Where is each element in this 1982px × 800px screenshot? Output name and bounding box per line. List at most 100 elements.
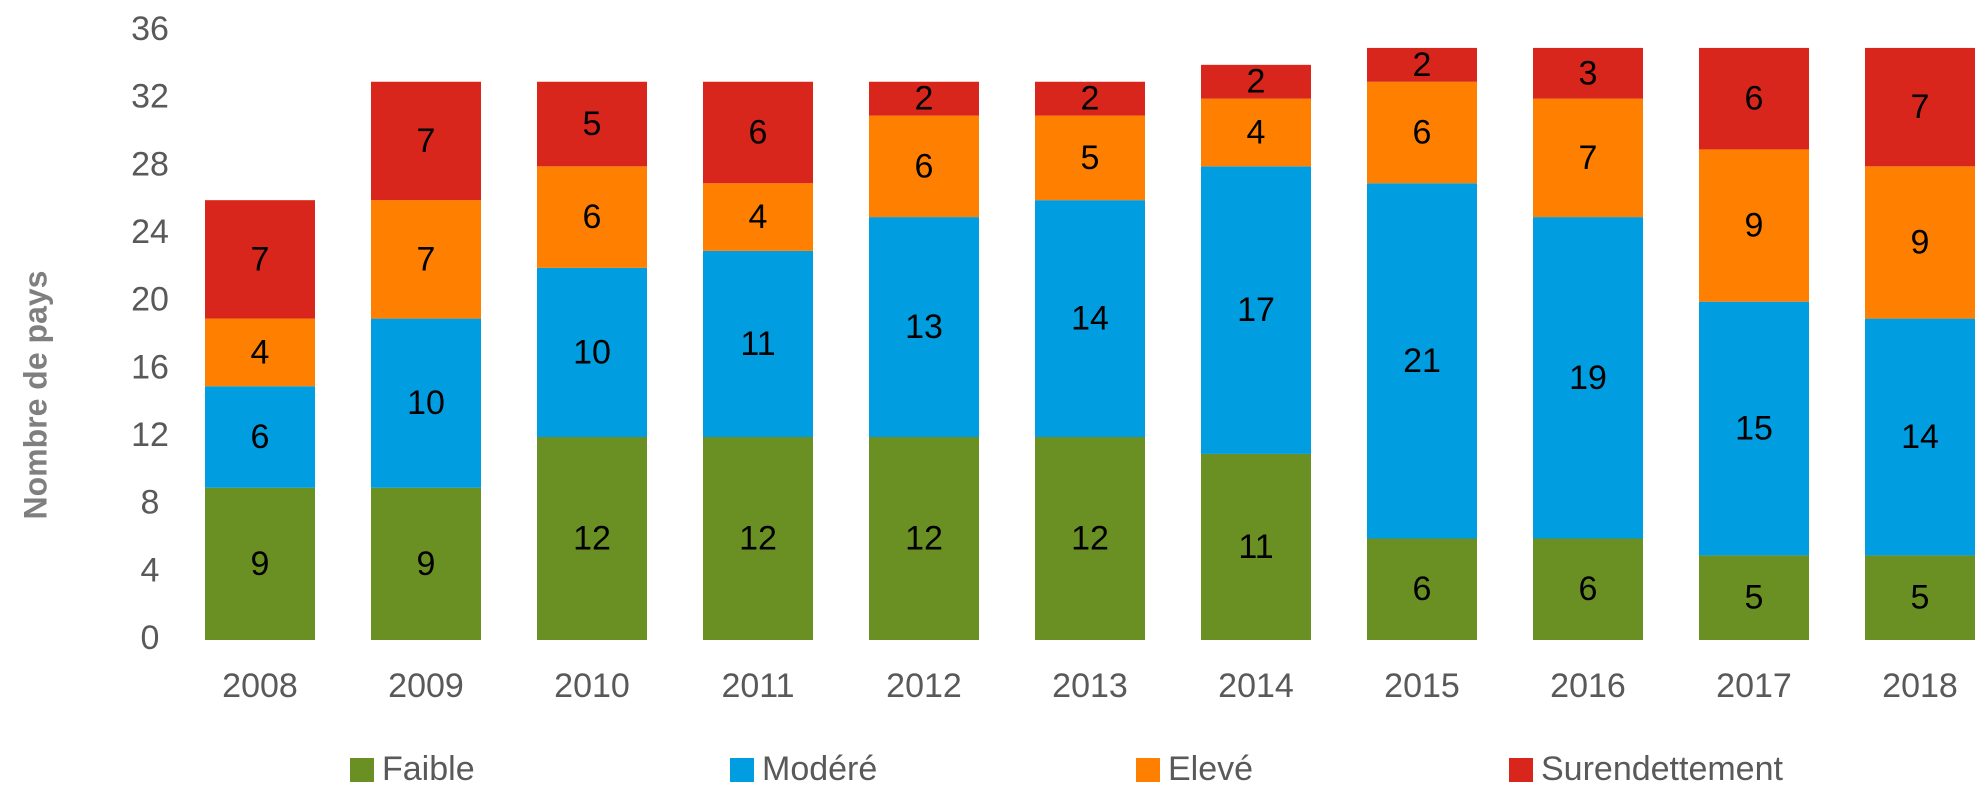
bar-segment [1699, 47, 1809, 150]
data-label: 6 [749, 113, 768, 151]
bar-segment [1201, 166, 1311, 454]
bar-segment [1367, 47, 1477, 82]
bar-segment [1699, 555, 1809, 640]
bar-segment [1367, 538, 1477, 640]
legend-swatch [350, 758, 374, 782]
bar-segment [1865, 555, 1975, 640]
data-label: 12 [573, 519, 611, 557]
y-axis-label: Nombre de pays [17, 271, 53, 520]
data-label: 7 [1911, 88, 1930, 126]
x-tick-label: 2015 [1384, 667, 1460, 705]
data-label: 12 [905, 519, 943, 557]
data-label: 6 [1745, 80, 1764, 118]
legend-label: Surendettement [1541, 750, 1783, 788]
bar-segment [703, 250, 813, 437]
bar-segment [1533, 47, 1643, 99]
legend-swatch [730, 758, 754, 782]
bar-segment [1201, 64, 1311, 99]
bar-segment [1367, 183, 1477, 539]
legend-swatch [1509, 758, 1533, 782]
legend-swatch [1136, 758, 1160, 782]
bar-segment [1367, 81, 1477, 184]
bar-segment [1035, 115, 1145, 201]
bar-segment [371, 200, 481, 319]
bar-segment [1035, 81, 1145, 116]
x-tick-label: 2014 [1218, 667, 1294, 705]
data-label: 3 [1579, 54, 1598, 92]
bar-segment [869, 437, 979, 640]
data-label: 4 [251, 333, 270, 371]
data-label: 5 [583, 105, 602, 143]
data-label: 2 [915, 80, 934, 118]
legend-label: Faible [382, 750, 475, 788]
data-label: 6 [1579, 570, 1598, 608]
data-label: 12 [739, 519, 777, 557]
data-label: 6 [915, 147, 934, 185]
bar-segment [703, 183, 813, 251]
x-tick-label: 2010 [554, 667, 630, 705]
bar-segment [205, 200, 315, 319]
data-label: 21 [1403, 342, 1441, 380]
data-label: 15 [1735, 410, 1773, 448]
bar-segment [1533, 98, 1643, 218]
data-label: 9 [417, 545, 436, 583]
x-tick-label: 2016 [1550, 667, 1626, 705]
y-tick-label: 36 [131, 10, 169, 48]
x-tick-label: 2012 [886, 667, 962, 705]
x-tick-label: 2017 [1716, 667, 1792, 705]
bar-segment [869, 115, 979, 218]
data-label: 14 [1071, 300, 1109, 338]
y-tick-label: 4 [141, 551, 160, 589]
data-label: 14 [1901, 418, 1939, 456]
bar-segment [703, 81, 813, 184]
legend-label: Elevé [1168, 750, 1253, 788]
bar-segment [1201, 98, 1311, 167]
data-label: 6 [583, 198, 602, 236]
x-tick-label: 2009 [388, 667, 464, 705]
legend-label: Modéré [762, 750, 877, 788]
data-label: 6 [1413, 113, 1432, 151]
bar-segment [1865, 318, 1975, 556]
bar-segment [1865, 166, 1975, 319]
data-label: 17 [1237, 291, 1275, 329]
bar-segment [1699, 149, 1809, 302]
data-label: 7 [417, 122, 436, 160]
data-label: 10 [407, 384, 445, 422]
bar-segment [1533, 217, 1643, 539]
bar-segment [869, 217, 979, 437]
data-label: 9 [251, 545, 270, 583]
bar-segment [1533, 538, 1643, 640]
bar-segment [869, 81, 979, 116]
data-label: 6 [1413, 570, 1432, 608]
y-tick-label: 24 [131, 213, 169, 251]
y-tick-label: 0 [141, 619, 160, 657]
bar-segment [205, 386, 315, 488]
data-label: 2 [1081, 80, 1100, 118]
data-label: 4 [1247, 113, 1266, 151]
x-tick-label: 2013 [1052, 667, 1128, 705]
bar-segment [371, 318, 481, 488]
data-label: 9 [1745, 207, 1764, 245]
data-label: 7 [251, 240, 270, 278]
bar-segment [1201, 453, 1311, 640]
data-label: 4 [749, 198, 768, 236]
data-label: 12 [1071, 519, 1109, 557]
y-tick-label: 8 [141, 484, 160, 522]
data-label: 7 [417, 240, 436, 278]
bar-segment [1035, 437, 1145, 640]
data-label: 2 [1247, 63, 1266, 101]
bar-segment [537, 81, 647, 167]
data-label: 6 [251, 418, 270, 456]
x-tick-label: 2018 [1882, 667, 1958, 705]
bar-segment [1865, 47, 1975, 167]
bar-segment [1035, 200, 1145, 437]
data-label: 13 [905, 308, 943, 346]
bar-segment [537, 267, 647, 437]
y-tick-label: 20 [131, 281, 169, 319]
data-label: 9 [1911, 223, 1930, 261]
bar-segment [205, 318, 315, 387]
y-tick-label: 28 [131, 145, 169, 183]
y-tick-label: 12 [131, 416, 169, 454]
y-tick-label: 16 [131, 348, 169, 386]
